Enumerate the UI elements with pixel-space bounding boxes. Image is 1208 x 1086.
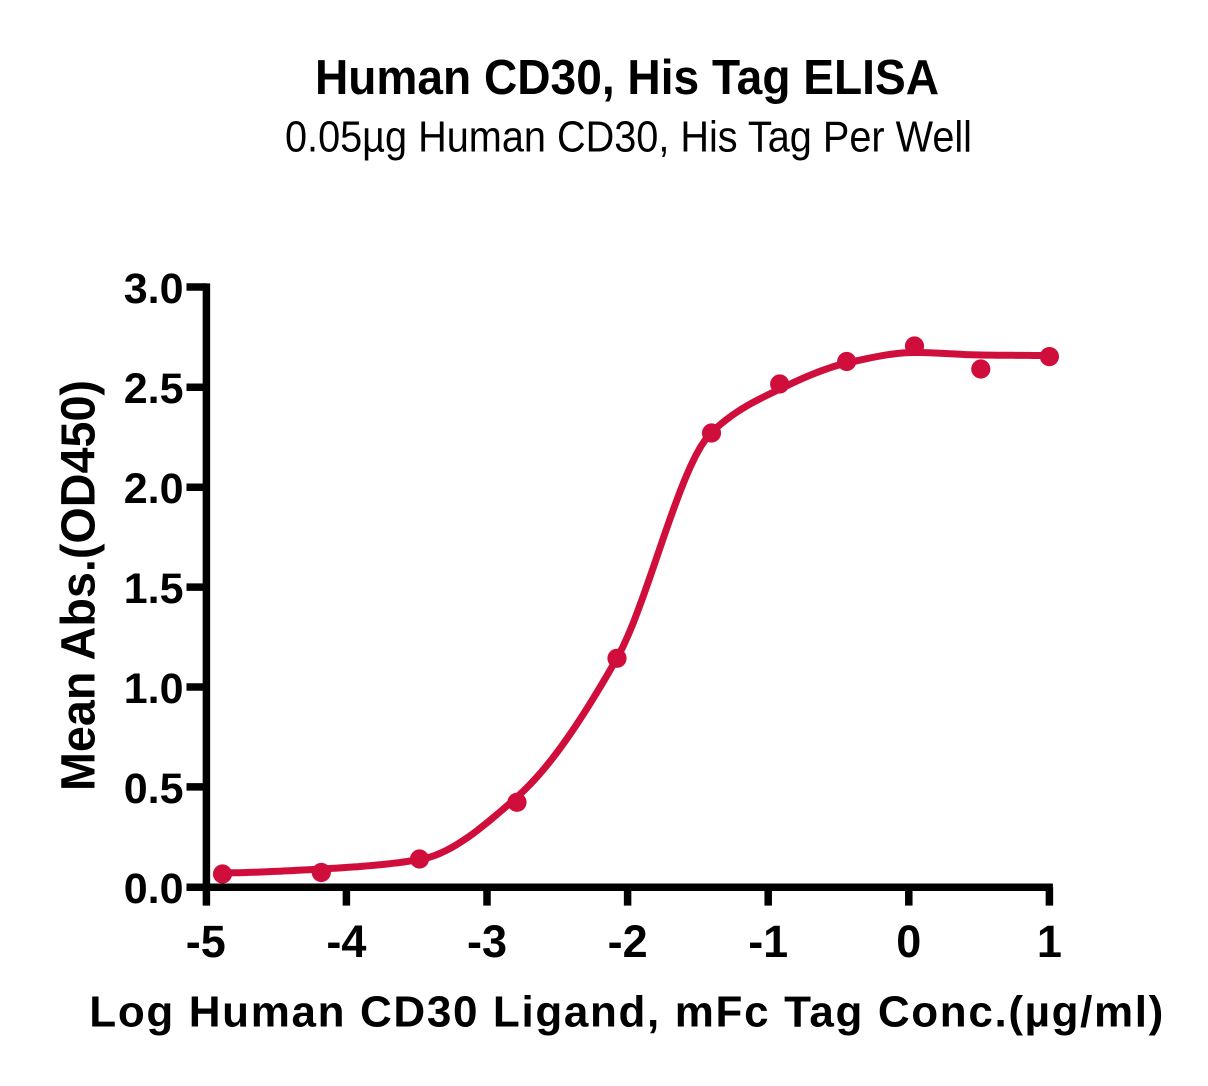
svg-text:1.0: 1.0 <box>124 665 184 713</box>
svg-text:Mean Abs.(OD450): Mean Abs.(OD450) <box>53 380 106 791</box>
svg-text:2.5: 2.5 <box>124 365 184 413</box>
svg-text:-2: -2 <box>608 916 648 967</box>
svg-text:0.5: 0.5 <box>124 765 184 813</box>
svg-text:1: 1 <box>1037 916 1062 967</box>
svg-text:1.5: 1.5 <box>124 565 184 613</box>
svg-text:Human CD30, His Tag ELISA: Human CD30, His Tag ELISA <box>315 51 939 105</box>
svg-text:-1: -1 <box>748 916 788 967</box>
svg-text:2.0: 2.0 <box>124 465 184 513</box>
svg-text:0.0: 0.0 <box>124 865 184 913</box>
svg-text:3.0: 3.0 <box>124 265 184 313</box>
svg-text:0.05µg Human CD30, His Tag Per: 0.05µg Human CD30, His Tag Per Well <box>285 113 972 162</box>
svg-text:-4: -4 <box>326 916 366 967</box>
svg-text:0: 0 <box>896 916 921 967</box>
svg-text:-5: -5 <box>186 916 226 967</box>
svg-text:-3: -3 <box>467 916 507 967</box>
svg-text:Log Human CD30 Ligand, mFc Tag: Log Human CD30 Ligand, mFc Tag Conc.(µg/… <box>89 987 1163 1036</box>
